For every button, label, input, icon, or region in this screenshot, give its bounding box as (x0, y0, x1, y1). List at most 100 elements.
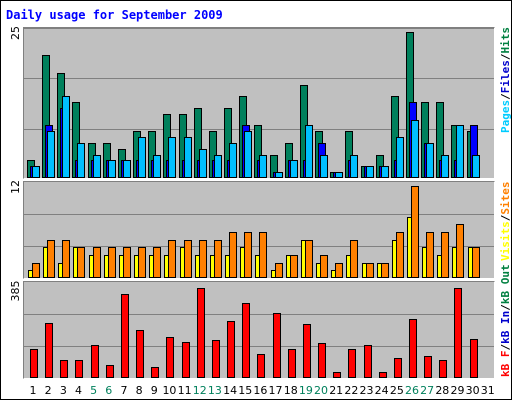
bar-sites-day-20 (320, 255, 329, 278)
gridline (24, 78, 494, 79)
bar-sites-day-27 (426, 232, 435, 278)
x-tick-label-7: 7 (120, 384, 128, 397)
x-tick-label-8: 8 (135, 384, 143, 397)
legend-item: / (499, 93, 512, 100)
bar-kb-f-day-21 (333, 372, 342, 378)
bar-pages-day-27 (426, 143, 435, 178)
x-tick-label-23: 23 (359, 384, 374, 397)
legend-item: kB In (499, 310, 512, 344)
hits-files-pages-panel (23, 27, 495, 179)
bar-sites-day-22 (350, 240, 359, 278)
bar-pages-day-29 (456, 125, 465, 178)
bar-sites-day-10 (168, 240, 177, 278)
bar-sites-day-7 (122, 247, 131, 278)
bar-pages-day-9 (153, 155, 162, 178)
x-tick-label-24: 24 (374, 384, 389, 397)
legend-item: Sites (499, 181, 512, 215)
bar-sites-day-5 (92, 247, 101, 278)
legend-item: kB Out (499, 264, 512, 305)
bar-kb-f-day-17 (272, 313, 281, 378)
bar-pages-day-13 (213, 155, 222, 178)
bar-pages-day-15 (244, 131, 253, 178)
gridline (24, 346, 494, 347)
bar-pages-day-5 (92, 155, 101, 178)
bar-pages-day-11 (183, 137, 192, 178)
bar-sites-day-15 (244, 232, 253, 278)
bar-kb-f-day-5 (90, 345, 99, 378)
gridline (24, 214, 494, 215)
bar-sites-day-16 (259, 232, 268, 278)
bar-pages-day-28 (441, 155, 450, 178)
top-ymax-label: 25 (8, 26, 22, 40)
bar-sites-day-14 (229, 232, 238, 278)
bar-pages-day-8 (138, 137, 147, 178)
bar-sites-day-23 (365, 263, 374, 278)
legend-item: Hits (499, 27, 512, 54)
legend-item: kB F (499, 350, 512, 378)
bar-kb-f-day-16 (257, 354, 266, 378)
x-tick-label-29: 29 (450, 384, 465, 397)
bar-kb-f-day-11 (181, 342, 190, 378)
bar-pages-day-2 (47, 131, 56, 178)
bar-sites-day-2 (47, 240, 56, 278)
bar-sites-day-29 (456, 224, 465, 278)
x-tick-label-4: 4 (74, 384, 82, 397)
bar-pages-day-14 (229, 143, 238, 178)
bar-pages-day-24 (380, 166, 389, 178)
x-tick-label-21: 21 (329, 384, 344, 397)
bar-kb-f-day-28 (439, 360, 448, 378)
bar-sites-day-30 (471, 247, 480, 278)
bar-pages-day-23 (365, 166, 374, 178)
x-tick-label-19: 19 (298, 384, 313, 397)
bar-kb-f-day-27 (424, 356, 433, 378)
x-tick-label-10: 10 (162, 384, 177, 397)
bar-sites-day-26 (411, 186, 419, 278)
bar-pages-day-6 (107, 160, 116, 178)
bar-kb-f-day-15 (242, 303, 251, 378)
bar-pages-day-4 (77, 143, 86, 178)
bar-kb-f-day-19 (302, 324, 311, 378)
bottom-legend: kB F/kB In/kB Out (498, 264, 512, 378)
x-tick-label-13: 13 (207, 384, 222, 397)
legend-item: / (499, 343, 512, 351)
bar-sites-day-9 (153, 247, 162, 278)
bar-sites-day-18 (289, 255, 298, 278)
middle-legend: Visits/Sites (498, 181, 512, 277)
x-tick-label-31: 31 (480, 384, 495, 397)
bar-pages-day-26 (411, 120, 419, 178)
bar-pages-day-12 (198, 149, 207, 178)
bar-sites-day-24 (380, 263, 389, 278)
middle-ymax-label: 12 (8, 180, 22, 194)
bar-sites-day-17 (274, 263, 283, 278)
x-tick-label-15: 15 (238, 384, 253, 397)
bar-kb-f-day-1 (30, 349, 38, 378)
gridline (24, 246, 494, 247)
x-tick-label-27: 27 (420, 384, 435, 397)
x-tick-label-6: 6 (105, 384, 113, 397)
x-tick-label-20: 20 (314, 384, 329, 397)
bar-kb-f-day-14 (227, 321, 236, 378)
bar-kb-f-day-9 (151, 367, 160, 378)
bar-kb-f-day-25 (393, 358, 402, 378)
bar-kb-f-day-13 (211, 340, 220, 378)
bar-pages-day-25 (395, 137, 404, 178)
bar-kb-f-day-20 (318, 343, 327, 378)
bar-pages-day-10 (168, 137, 177, 178)
x-tick-label-28: 28 (435, 384, 450, 397)
bar-kb-f-day-7 (120, 294, 129, 378)
legend-item: Files (499, 60, 512, 94)
bar-pages-day-1 (32, 166, 40, 178)
x-tick-label-14: 14 (223, 384, 238, 397)
bar-kb-f-day-24 (378, 372, 387, 378)
bar-sites-day-1 (32, 263, 40, 278)
x-tick-label-22: 22 (344, 384, 359, 397)
x-tick-label-9: 9 (150, 384, 158, 397)
x-tick-label-3: 3 (59, 384, 67, 397)
bar-kb-f-day-18 (287, 349, 296, 378)
bar-sites-day-12 (198, 240, 207, 278)
bar-kb-f-day-29 (454, 288, 463, 378)
bar-pages-day-22 (350, 155, 359, 178)
legend-text: Pages/Files/Hits (499, 27, 512, 133)
bar-kb-f-day-8 (136, 330, 145, 378)
